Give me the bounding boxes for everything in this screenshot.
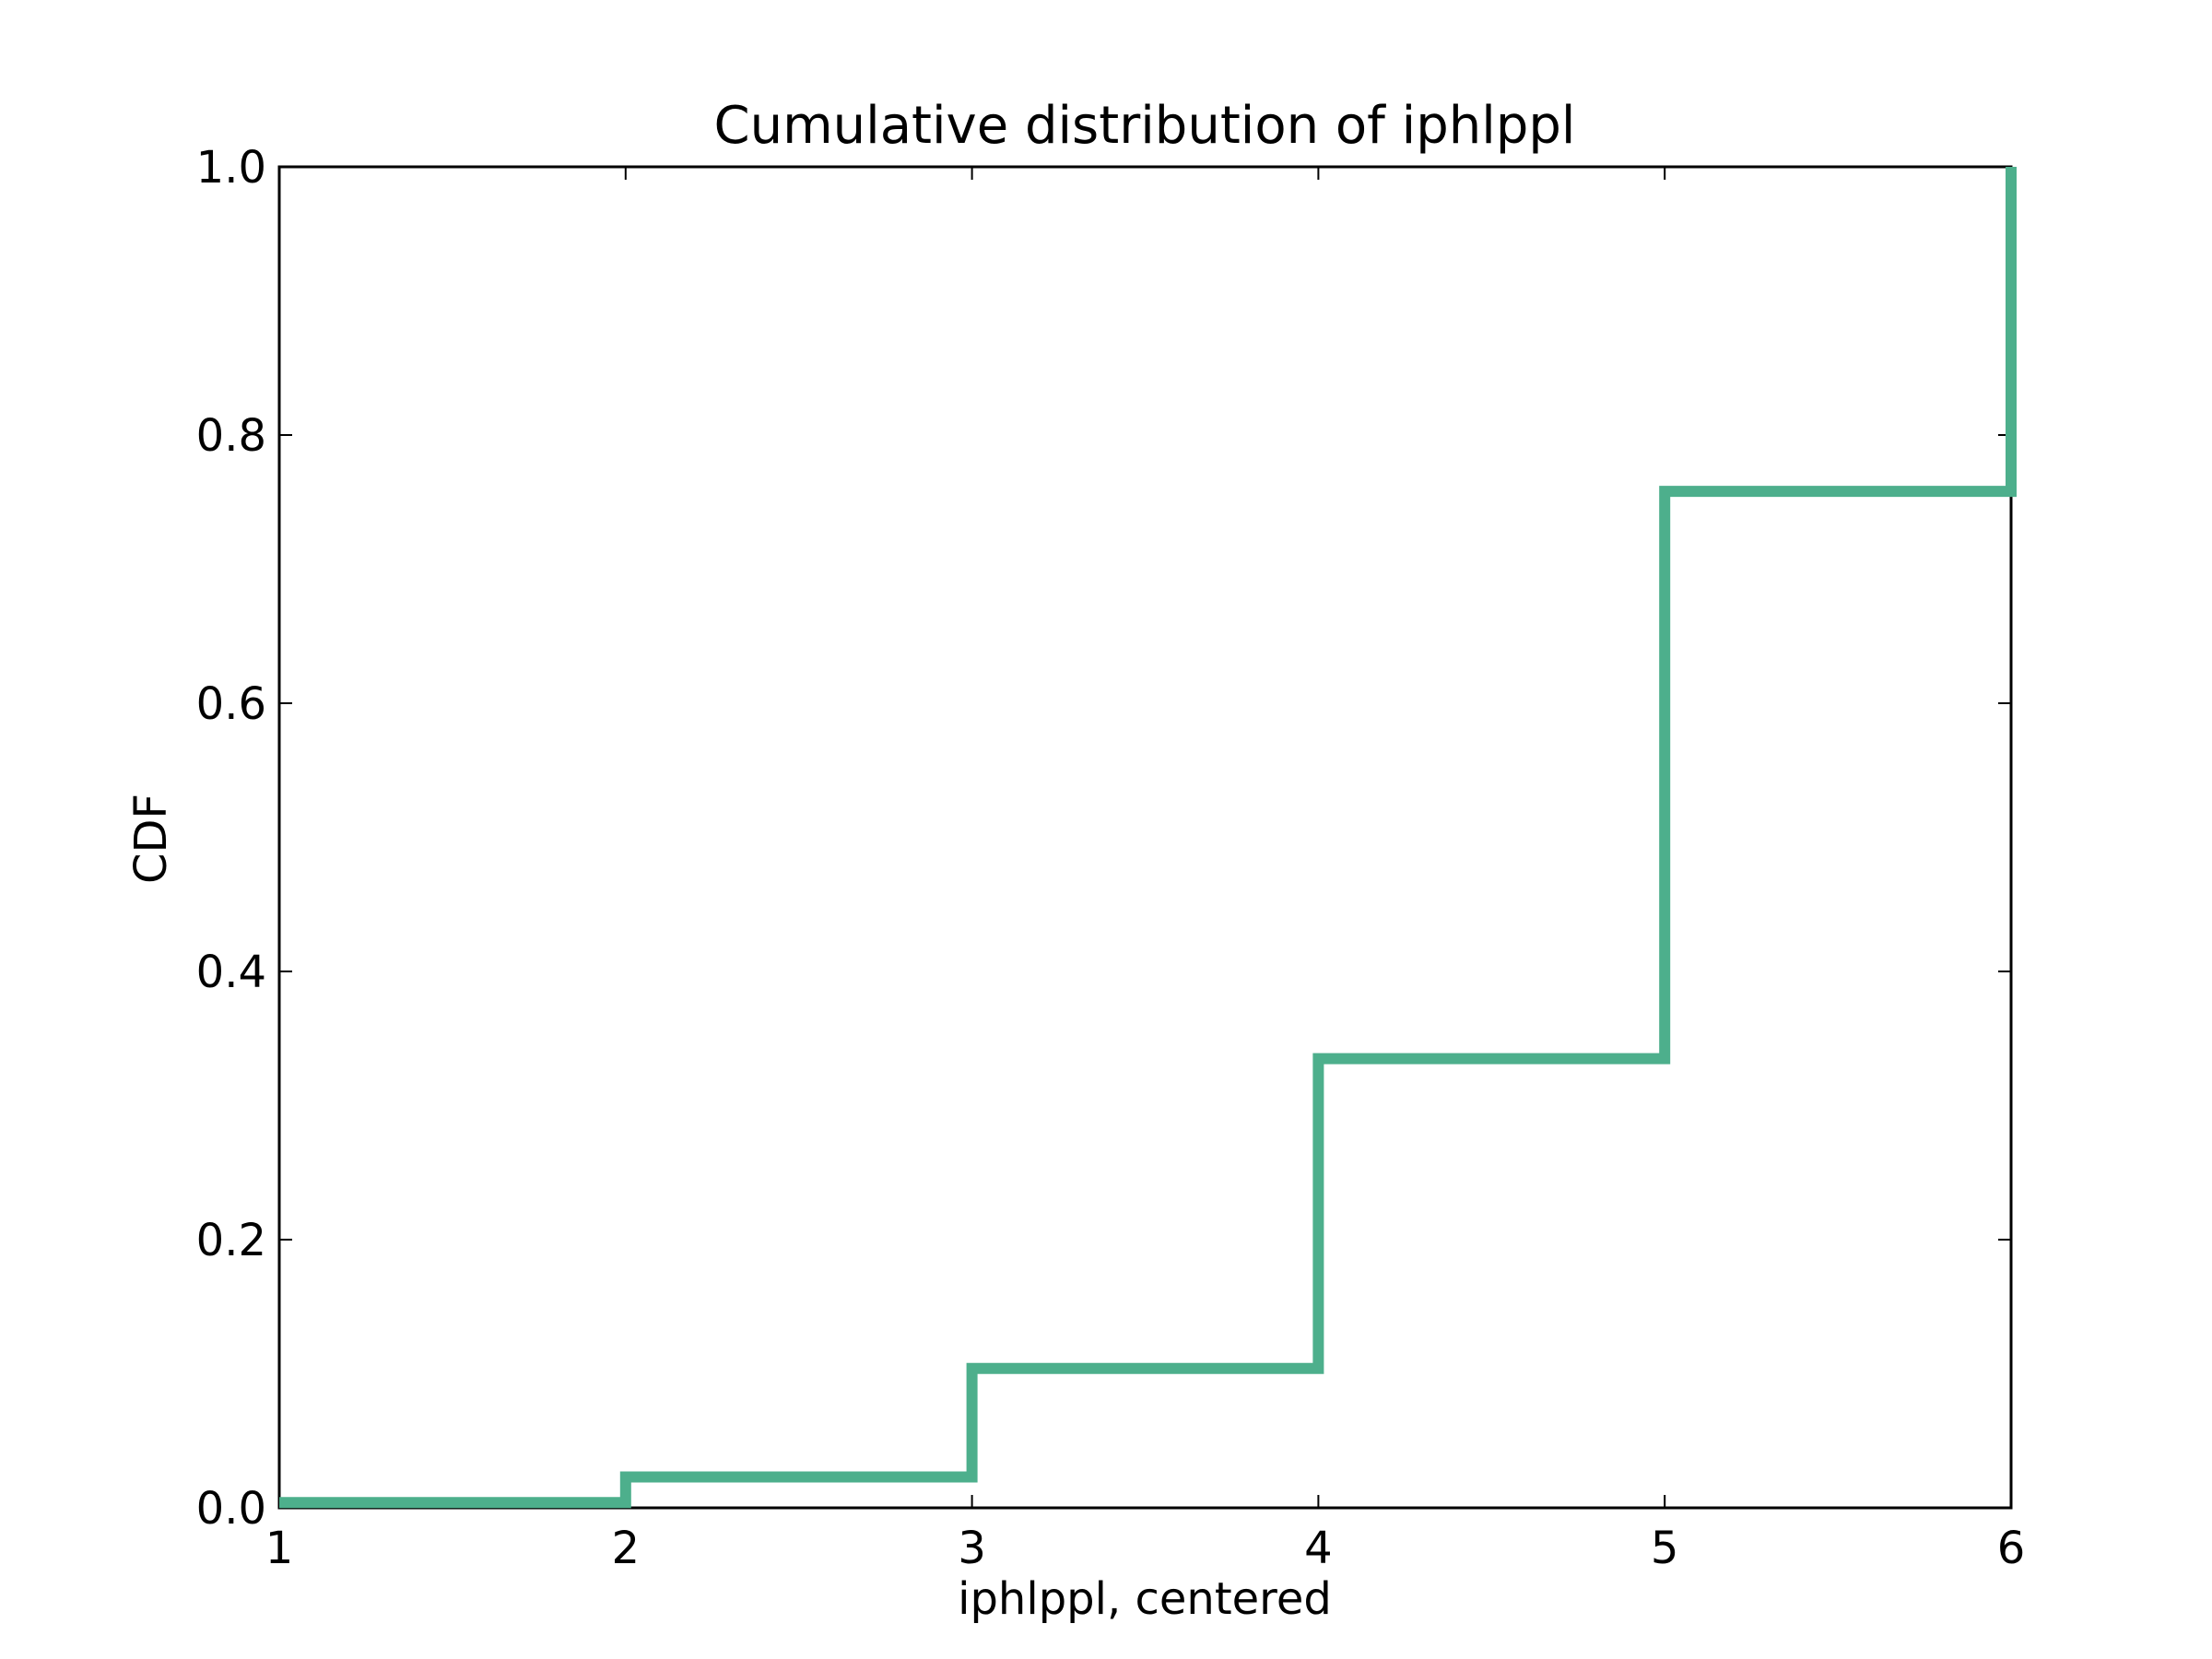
plot-area <box>277 165 2017 1510</box>
y-tick-label: 0.8 <box>196 410 266 462</box>
x-tick-label: 4 <box>1304 1523 1333 1574</box>
chart-title: Cumulative distribution of iphlppl <box>714 96 1576 156</box>
y-tick-label: 0.2 <box>196 1215 266 1266</box>
plot-frame <box>277 165 2013 1510</box>
y-tick-labels: 0.0 0.2 0.4 0.6 0.8 1.0 <box>196 142 266 1535</box>
y-tick-label: 0.4 <box>196 947 266 998</box>
y-tick-label: 0.6 <box>196 678 266 730</box>
x-tick-label: 1 <box>265 1523 294 1574</box>
y-tick-label: 1.0 <box>196 142 266 194</box>
x-axis-label: iphlppl, centered <box>958 1573 1332 1625</box>
y-axis-label: CDF <box>125 794 177 884</box>
y-tick-label: 0.0 <box>196 1483 266 1535</box>
x-tick-label: 5 <box>1651 1523 1679 1574</box>
series-line-cdf <box>279 167 2017 1509</box>
x-tick-label: 6 <box>1997 1523 2026 1574</box>
x-tick-labels: 1 2 3 4 5 6 <box>265 1523 2026 1574</box>
x-tick-label: 2 <box>612 1523 641 1574</box>
x-tick-label: 3 <box>958 1523 986 1574</box>
